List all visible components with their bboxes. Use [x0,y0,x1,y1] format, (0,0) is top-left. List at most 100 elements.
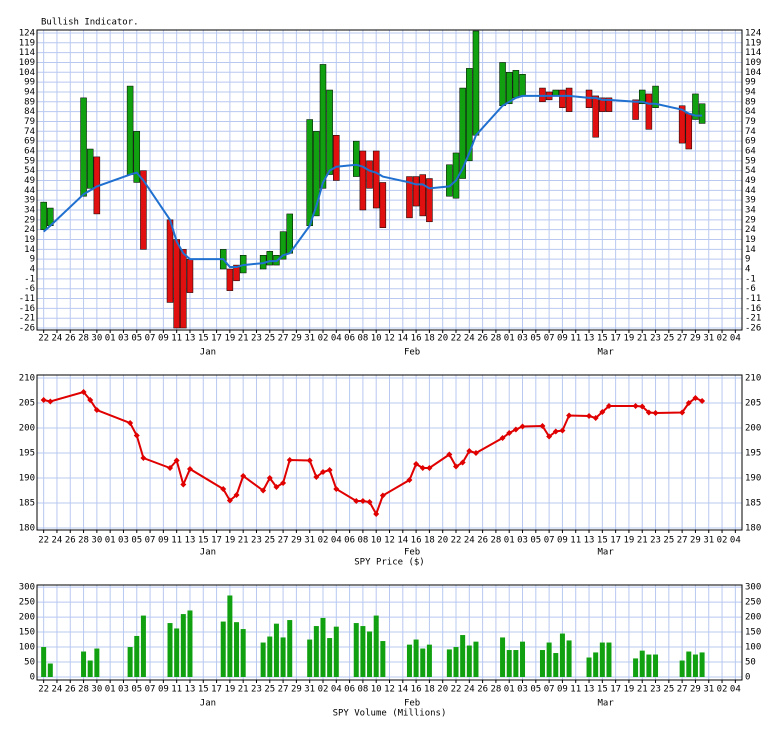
x-tick-label: 23 [251,536,262,546]
volume-bar [546,642,552,678]
x-tick-label: 01 [105,685,116,695]
x-tick-label: 17 [610,334,621,344]
x-tick-label: 09 [158,536,169,546]
x-tick-label: 18 [424,685,435,695]
price-marker [173,457,180,464]
volume-bar [420,648,426,678]
y-tick-label: 0 [30,673,35,683]
x-tick-label: 25 [264,685,275,695]
x-tick-label: 05 [530,334,541,344]
x-tick-label: 25 [663,334,674,344]
y-tick-label-right: 195 [745,449,761,459]
x-tick-label: 09 [158,685,169,695]
price-marker [692,395,699,401]
y-tick-label: 44 [24,186,35,196]
x-tick-label: 30 [91,334,102,344]
x-tick-label: 07 [145,334,156,344]
x-tick-label: 02 [717,536,728,546]
indicator-bar [698,103,706,124]
volume-bar [586,657,592,678]
x-tick-label: 18 [424,334,435,344]
x-tick-label: 04 [331,685,342,695]
y-tick-label: 100 [19,643,35,653]
price-marker [426,465,433,471]
month-label: Jan [200,699,216,709]
y-tick-label: 84 [24,107,35,117]
x-tick-label: 27 [278,334,289,344]
x-tick-label: 16 [411,536,422,546]
indicator-bar [326,89,333,175]
y-tick-label-right: 150 [745,628,761,638]
x-tick-label: 15 [198,536,209,546]
x-tick-label: 05 [131,536,142,546]
price-marker [180,481,187,488]
x-tick-label: 09 [158,334,169,344]
indicator-bar [505,72,513,105]
y-tick-label: -6 [24,284,35,294]
volume-bar [513,650,519,678]
x-tick-label: 22 [451,334,462,344]
x-tick-label: 17 [211,536,222,546]
indicator-bar [186,258,194,293]
x-tick-label: 02 [717,685,728,695]
volume-bar [539,650,545,678]
month-label: Mar [598,548,615,558]
x-tick-label: 15 [597,685,608,695]
x-tick-label: 16 [411,334,422,344]
volume-bar [566,640,572,678]
y-tick-label-right: 0 [745,673,750,683]
y-tick-label: 14 [24,245,35,255]
x-tick-label: 07 [544,334,555,344]
x-tick-label: 22 [451,536,462,546]
price-marker [140,455,147,461]
volume-bar [373,615,379,678]
indicator-bar [406,176,413,219]
plot-frame [36,29,743,331]
x-tick-label: 11 [570,334,581,344]
price-marker [699,398,706,404]
indicator-bar [446,164,453,197]
price-marker [679,409,686,416]
y-tick-label-right: 49 [745,176,756,186]
x-tick-label: 25 [663,685,674,695]
volume-bar [699,652,705,678]
x-tick-label: 30 [91,685,102,695]
volume-bar [240,629,246,678]
y-tick-label-right: 34 [745,206,756,216]
volume-bar [453,647,459,678]
plot-frame [36,584,743,681]
volume-bar [599,642,605,678]
x-tick-label: 29 [690,536,701,546]
y-tick-label-right: 89 [745,97,756,107]
indicator-bar [472,30,480,136]
x-tick-label: 09 [557,685,568,695]
x-tick-label: 09 [557,536,568,546]
y-tick-label-right: 104 [745,68,761,78]
y-tick-label-right: 185 [745,499,761,509]
volume-bar [174,628,180,678]
month-label: Feb [404,699,420,709]
indicator-bar [352,140,360,177]
y-tick-label: -26 [19,324,35,334]
x-tick-label: 15 [198,334,209,344]
price-marker [186,466,193,472]
x-tick-label: 31 [703,685,714,695]
x-tick-label: 24 [464,685,475,695]
indicator-bar [40,201,47,230]
x-tick-label: 26 [65,685,76,695]
y-tick-label-right: 190 [745,474,761,484]
price-marker [260,487,267,494]
x-tick-label: 29 [291,685,302,695]
x-tick-label: 11 [171,334,182,344]
month-label: Mar [598,699,615,709]
x-tick-label: 26 [477,334,488,344]
x-tick-label: 26 [477,685,488,695]
y-tick-label-right: 79 [745,117,756,127]
month-label: Jan [200,348,216,358]
price-marker [453,463,460,470]
price-marker [80,389,87,395]
volume-bar [692,654,698,678]
x-tick-label: 09 [557,334,568,344]
x-tick-label: 10 [371,334,382,344]
price-marker [639,403,646,410]
